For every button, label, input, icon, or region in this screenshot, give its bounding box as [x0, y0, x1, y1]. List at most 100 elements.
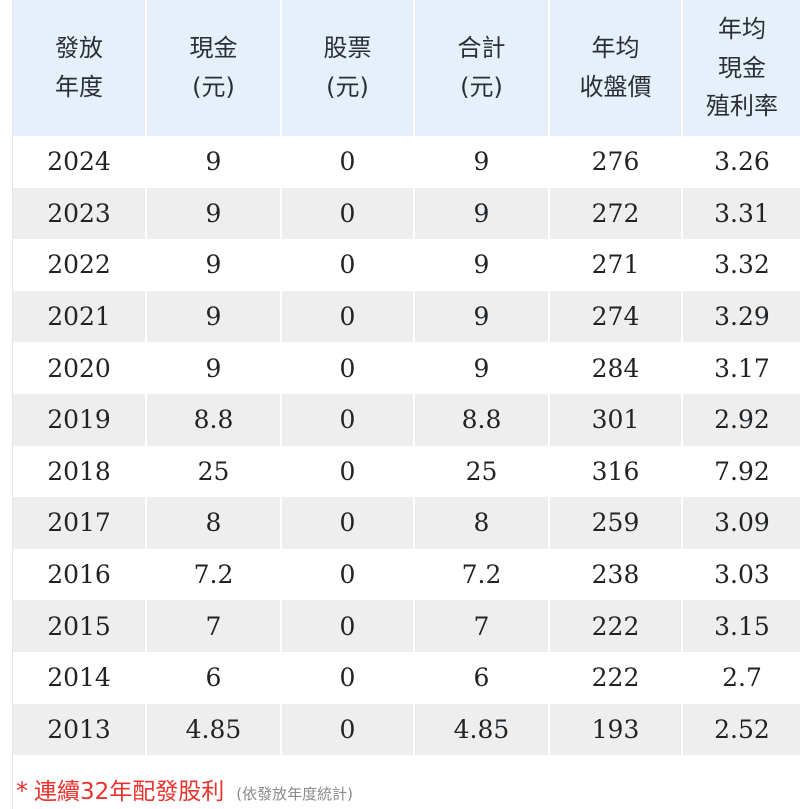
footnote-subtext: (依發放年度統計): [236, 785, 353, 803]
cell-cash: 9: [146, 239, 282, 291]
cell-total: 7.2: [414, 548, 550, 601]
table-row: 2021 9 0 9 274 3.29: [13, 290, 800, 343]
cell-yield: 3.15: [682, 600, 800, 652]
table-row: 2018 25 0 25 316 7.92: [13, 445, 800, 498]
cell-stock: 0: [281, 703, 415, 756]
header-total: 合計 (元): [414, 0, 550, 136]
cell-yield: 2.92: [682, 393, 800, 446]
table-row: 2024 9 0 9 276 3.26: [13, 136, 800, 188]
cell-stock: 0: [281, 445, 415, 498]
header-line: 年度: [55, 73, 103, 101]
table-row: 2023 9 0 9 272 3.31: [13, 187, 800, 240]
cell-total: 9: [414, 239, 550, 291]
cell-yield: 3.17: [682, 342, 800, 394]
header-line: 合計: [457, 34, 506, 63]
cell-stock: 0: [281, 187, 415, 240]
cell-avg-price: 259: [549, 497, 683, 549]
header-yield: 年均 現金 殖利率: [682, 0, 800, 136]
cell-year: 2016: [13, 548, 147, 601]
header-line: (元): [326, 73, 369, 101]
cell-yield: 2.52: [682, 703, 800, 756]
header-line: 收盤價: [579, 73, 652, 101]
header-line: 發放: [55, 34, 103, 63]
cell-stock: 0: [281, 548, 415, 601]
cell-year: 2019: [13, 393, 147, 446]
cell-year: 2024: [13, 136, 147, 188]
cell-yield: 3.09: [682, 497, 800, 549]
table-header: 發放 年度 現金 (元) 股票 (元) 合計 (元) 年均 收盤價: [13, 0, 800, 136]
cell-stock: 0: [281, 651, 415, 704]
table-row: 2022 9 0 9 271 3.32: [13, 239, 800, 291]
cell-total: 4.85: [414, 703, 550, 756]
header-line: 年均: [591, 34, 640, 63]
cell-cash: 25: [146, 445, 282, 498]
header-line: (元): [460, 73, 503, 101]
cell-total: 9: [414, 342, 550, 394]
cell-avg-price: 271: [549, 239, 683, 291]
header-year: 發放 年度: [13, 0, 147, 136]
header-row: 發放 年度 現金 (元) 股票 (元) 合計 (元) 年均 收盤價: [13, 0, 800, 136]
cell-total: 9: [414, 290, 550, 343]
cell-year: 2020: [13, 342, 147, 394]
cell-avg-price: 222: [549, 651, 683, 704]
header-cash: 現金 (元): [146, 0, 282, 136]
cell-yield: 3.03: [682, 548, 800, 601]
cell-year: 2014: [13, 651, 147, 704]
cell-cash: 6: [146, 651, 282, 704]
header-line: 現金: [189, 34, 238, 63]
dividend-table: 發放 年度 現金 (元) 股票 (元) 合計 (元) 年均 收盤價: [13, 0, 800, 756]
footnote: * 連續32年配發股利 (依發放年度統計): [16, 772, 353, 805]
cell-cash: 9: [146, 290, 282, 343]
table-row: 2020 9 0 9 284 3.17: [13, 342, 800, 394]
cell-avg-price: 284: [549, 342, 683, 394]
cell-yield: 2.7: [682, 651, 800, 704]
cell-yield: 3.31: [682, 187, 800, 240]
cell-cash: 9: [146, 342, 282, 394]
cell-avg-price: 193: [549, 703, 683, 756]
cell-avg-price: 272: [549, 187, 683, 240]
cell-stock: 0: [281, 393, 415, 446]
cell-total: 7: [414, 600, 550, 652]
dividend-table-container: 發放 年度 現金 (元) 股票 (元) 合計 (元) 年均 收盤價: [12, 0, 800, 809]
cell-yield: 3.26: [682, 136, 800, 188]
cell-yield: 3.32: [682, 239, 800, 291]
cell-total: 9: [414, 187, 550, 240]
cell-year: 2022: [13, 239, 147, 291]
cell-total: 25: [414, 445, 550, 498]
cell-avg-price: 301: [549, 393, 683, 446]
cell-avg-price: 238: [549, 548, 683, 601]
cell-total: 8: [414, 497, 550, 549]
cell-stock: 0: [281, 239, 415, 291]
cell-year: 2015: [13, 600, 147, 652]
cell-year: 2017: [13, 497, 147, 549]
header-line: 股票: [323, 34, 372, 63]
cell-total: 6: [414, 651, 550, 704]
cell-avg-price: 316: [549, 445, 683, 498]
cell-cash: 9: [146, 187, 282, 240]
table-row: 2019 8.8 0 8.8 301 2.92: [13, 393, 800, 446]
cell-avg-price: 274: [549, 290, 683, 343]
header-avg-price: 年均 收盤價: [549, 0, 683, 136]
header-line: (元): [192, 73, 235, 101]
cell-total: 8.8: [414, 393, 550, 446]
header-line: 現金: [718, 53, 766, 82]
table-row: 2014 6 0 6 222 2.7: [13, 651, 800, 704]
cell-stock: 0: [281, 342, 415, 394]
table-body: 2024 9 0 9 276 3.26 2023 9 0 9 272 3.31 2022 9 0 9 271 3.…: [13, 136, 800, 756]
cell-yield: 7.92: [682, 445, 800, 498]
table-row: 2016 7.2 0 7.2 238 3.03: [13, 548, 800, 601]
cell-year: 2023: [13, 187, 147, 240]
cell-stock: 0: [281, 497, 415, 549]
cell-stock: 0: [281, 600, 415, 652]
cell-total: 9: [414, 136, 550, 188]
table-row: 2013 4.85 0 4.85 193 2.52: [13, 703, 800, 756]
cell-year: 2021: [13, 290, 147, 343]
cell-yield: 3.29: [682, 290, 800, 343]
table-row: 2015 7 0 7 222 3.15: [13, 600, 800, 652]
cell-cash: 8.8: [146, 393, 282, 446]
header-stock: 股票 (元): [281, 0, 415, 136]
cell-year: 2013: [13, 703, 147, 756]
cell-year: 2018: [13, 445, 147, 498]
cell-cash: 4.85: [146, 703, 282, 756]
header-line: 殖利率: [706, 92, 778, 121]
